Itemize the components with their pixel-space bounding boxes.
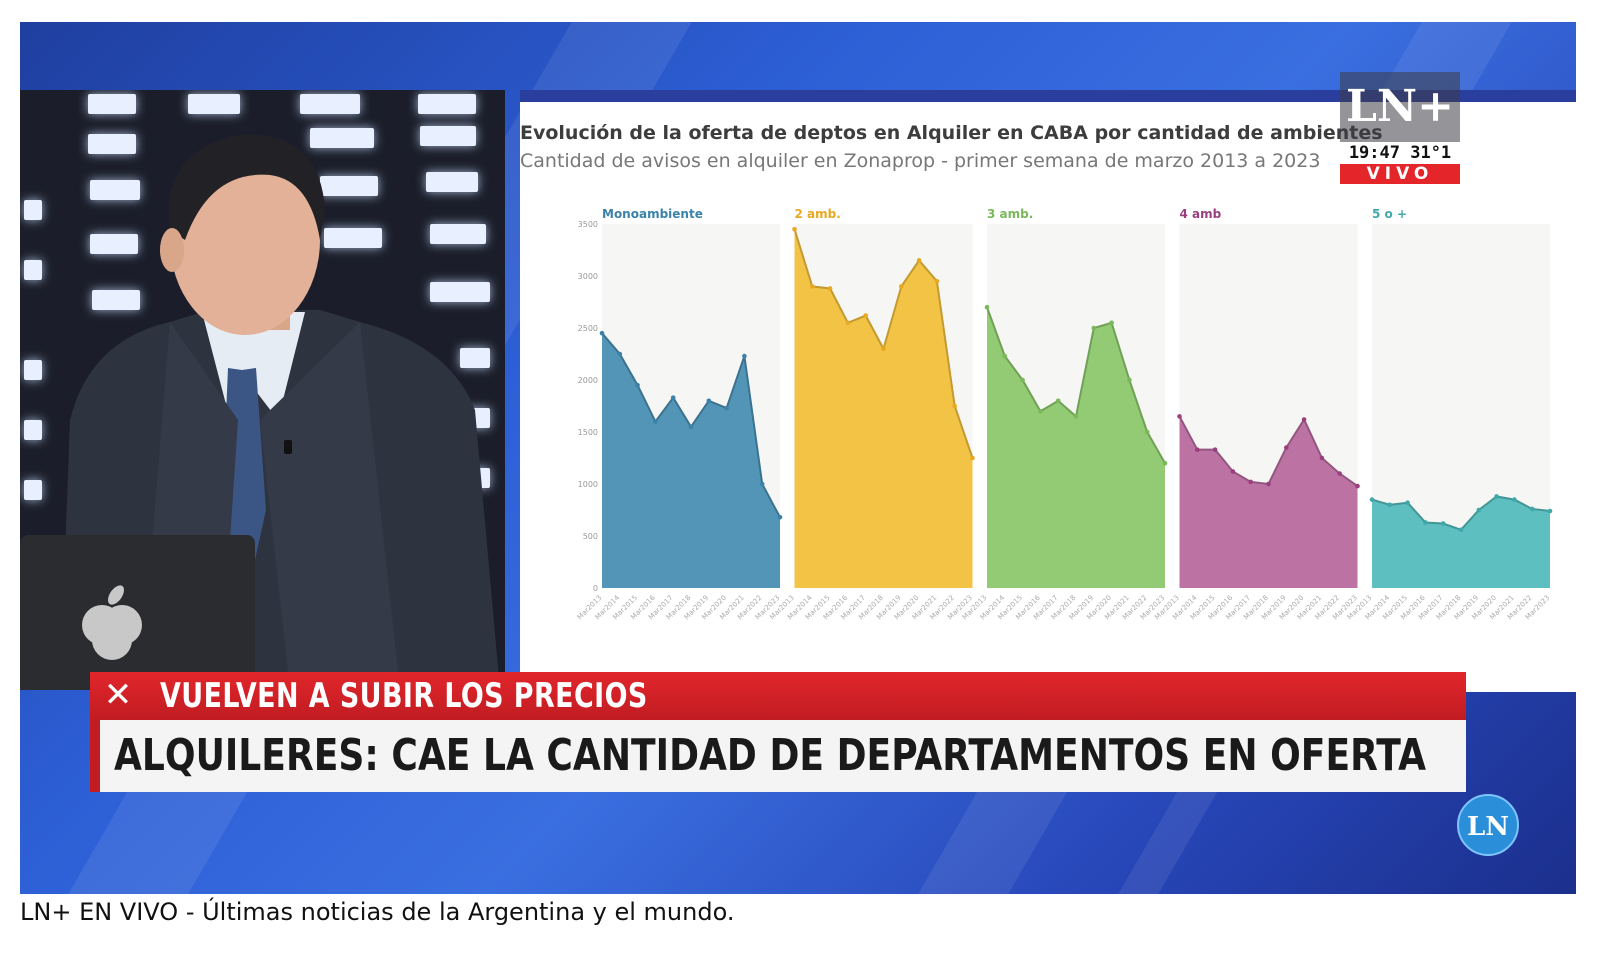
- headline-bar: ALQUILERES: CAE LA CANTIDAD DE DEPARTAME…: [90, 720, 1466, 792]
- y-tick-label: 3000: [578, 272, 598, 281]
- data-point: [635, 382, 640, 388]
- close-x-icon: ✕: [103, 675, 133, 715]
- data-point: [759, 481, 765, 487]
- apple-logo-icon: [82, 585, 142, 660]
- video-player[interactable]: Evolución de la oferta de deptos en Alqu…: [20, 22, 1576, 894]
- panel-label: 4 amb: [1180, 207, 1222, 221]
- data-point: [1109, 320, 1114, 326]
- series-area: [1372, 496, 1550, 588]
- panel-label: Monoambiente: [602, 207, 703, 221]
- lower-third: ✕ VUELVEN A SUBIR LOS PRECIOS ALQUILERES…: [90, 672, 1466, 792]
- data-point: [845, 320, 851, 326]
- data-point: [1355, 483, 1360, 489]
- data-point: [1212, 447, 1218, 452]
- ln-corner-bug: LN: [1457, 794, 1519, 856]
- data-point: [881, 346, 886, 352]
- data-point: [1369, 497, 1375, 502]
- channel-logo: LN+ 19:47 31°1 VIVO: [1340, 72, 1460, 184]
- panel-label: 5 o +: [1372, 207, 1407, 221]
- headline-text: ALQUILERES: CAE LA CANTIDAD DE DEPARTAME…: [114, 730, 1426, 781]
- data-point: [1177, 414, 1182, 419]
- data-point: [1440, 521, 1446, 526]
- data-point: [777, 514, 783, 520]
- chart-title: Evolución de la oferta de deptos en Alqu…: [520, 122, 1383, 144]
- data-point: [1055, 398, 1061, 404]
- laptop: [20, 535, 255, 690]
- data-point: [1529, 506, 1535, 512]
- chart-subtitle: Cantidad de avisos en alquiler en Zonapr…: [520, 150, 1321, 172]
- data-point: [1195, 447, 1200, 452]
- data-point: [1405, 500, 1410, 506]
- data-point: [1476, 507, 1482, 513]
- data-point: [916, 258, 922, 263]
- y-tick-label: 3500: [578, 220, 598, 229]
- data-point: [742, 353, 747, 359]
- data-point: [1284, 445, 1289, 450]
- data-point: [934, 278, 940, 284]
- data-point: [724, 405, 729, 411]
- data-point: [1423, 520, 1428, 525]
- ln-plus-logo: LN+: [1340, 72, 1460, 142]
- data-point: [1248, 479, 1253, 485]
- data-point: [1387, 502, 1393, 508]
- y-tick-label: 1500: [578, 428, 598, 437]
- data-point: [1512, 497, 1517, 502]
- y-tick-label: 500: [583, 532, 598, 541]
- data-point: [1091, 325, 1097, 331]
- data-point: [706, 398, 712, 404]
- data-point: [1458, 527, 1464, 533]
- data-point: [863, 313, 868, 318]
- data-point: [688, 424, 694, 430]
- data-point: [827, 286, 833, 291]
- video-caption: LN+ EN VIVO - Últimas noticias de la Arg…: [20, 898, 735, 926]
- data-point: [1301, 417, 1307, 422]
- kicker-text: VUELVEN A SUBIR LOS PRECIOS: [160, 676, 648, 716]
- data-point: [599, 330, 605, 336]
- y-tick-label: 0: [593, 584, 598, 593]
- data-point: [617, 351, 623, 357]
- data-point: [670, 395, 676, 400]
- clock-temperature: 19:47 31°1: [1340, 142, 1460, 164]
- data-point: [810, 284, 815, 289]
- data-point: [1230, 469, 1236, 474]
- y-tick-label: 2500: [578, 324, 598, 333]
- data-point: [1319, 455, 1325, 461]
- data-point: [1020, 377, 1025, 383]
- data-point: [1038, 408, 1043, 414]
- data-point: [1162, 460, 1168, 466]
- series-area: [602, 333, 780, 588]
- live-badge: VIVO: [1340, 164, 1460, 184]
- data-point: [1547, 508, 1553, 514]
- data-point: [970, 455, 975, 461]
- data-point: [1266, 481, 1271, 487]
- data-point: [1337, 471, 1342, 476]
- data-point: [952, 403, 957, 409]
- chart-panel: Evolución de la oferta de deptos en Alqu…: [520, 90, 1576, 692]
- data-point: [1073, 414, 1079, 419]
- series-area: [1179, 416, 1358, 588]
- y-tick-label: 2000: [578, 376, 598, 385]
- series-area: [987, 307, 1165, 588]
- data-point: [792, 226, 797, 232]
- y-tick-label: 1000: [578, 480, 598, 489]
- panel-label: 2 amb.: [795, 207, 841, 221]
- data-point: [984, 304, 990, 310]
- series-area: [794, 229, 973, 588]
- studio-background: [20, 90, 505, 690]
- panel-label: 3 amb.: [987, 207, 1033, 221]
- data-point: [1127, 377, 1132, 383]
- data-point: [1494, 494, 1499, 499]
- small-multiples-area-chart: 0 500 1000 1500 2000 2500 3000 3500 Monoambiente…: [576, 207, 1553, 621]
- data-point: [653, 419, 658, 424]
- data-point: [1144, 429, 1150, 435]
- data-point: [1002, 353, 1008, 359]
- data-point: [899, 284, 904, 289]
- kicker-bar: ✕ VUELVEN A SUBIR LOS PRECIOS: [90, 672, 1466, 720]
